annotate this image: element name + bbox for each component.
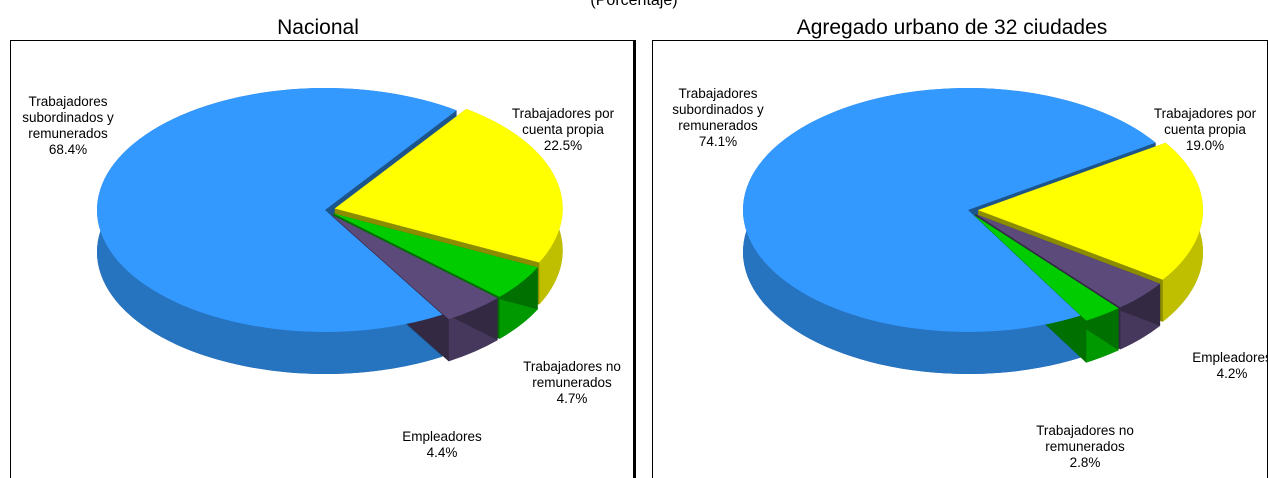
category-label: Trabajadores subordinados y remunerados xyxy=(672,86,764,133)
slice xyxy=(975,214,1161,308)
chart-title: Nacional xyxy=(277,16,359,39)
slice-label: Empleadores 4.4% xyxy=(372,429,512,461)
category-label: Trabajadores subordinados y remunerados xyxy=(22,94,114,141)
value-label: 74.1% xyxy=(698,134,738,149)
slice xyxy=(97,87,457,332)
value-label: 4.4% xyxy=(426,445,458,460)
category-label: Trabajadores por cuenta propia xyxy=(511,106,615,137)
slice xyxy=(742,87,1156,332)
slice xyxy=(334,108,563,263)
value-label: 4.2% xyxy=(1216,366,1248,381)
slice-label: Empleadores 4.2% xyxy=(1162,350,1268,382)
value-label: 19.0% xyxy=(1185,138,1225,153)
category-label: Trabajadores no remunerados xyxy=(523,359,621,390)
value-label: 68.4% xyxy=(48,142,88,157)
slice-label: Trabajadores no remunerados 4.7% xyxy=(502,359,642,407)
slice xyxy=(973,214,1119,321)
category-label: Empleadores xyxy=(1192,350,1268,365)
value-label: 4.7% xyxy=(556,391,588,406)
value-label: 22.5% xyxy=(543,138,583,153)
category-label: Trabajadores por cuenta propia xyxy=(1153,106,1257,137)
slice xyxy=(333,213,538,297)
slice-label: Trabajadores subordinados y remunerados 6… xyxy=(0,94,138,158)
slice xyxy=(331,214,498,320)
chart-title: Agregado urbano de 32 ciudades xyxy=(796,16,1108,39)
slice-label: Trabajadores por cuenta propia 19.0% xyxy=(1135,106,1268,154)
category-label: Trabajadores no remunerados xyxy=(1036,423,1134,454)
value-label: 2.8% xyxy=(1069,455,1101,470)
category-label: Empleadores xyxy=(402,429,482,444)
slice-label: Trabajadores por cuenta propia 22.5% xyxy=(493,106,633,154)
slice-label: Trabajadores no remunerados 2.8% xyxy=(1015,423,1155,471)
slice-label: Trabajadores subordinados y remunerados 7… xyxy=(648,86,788,150)
subtitle: (Porcentaje) xyxy=(590,0,678,9)
panel xyxy=(10,40,636,478)
slice xyxy=(977,142,1203,280)
